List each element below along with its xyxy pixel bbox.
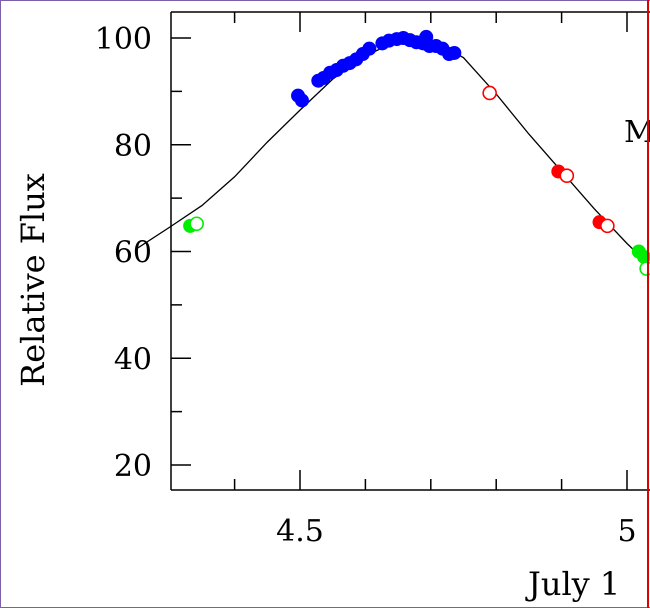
annotation-label: M	[624, 115, 650, 150]
data-point-open	[559, 168, 575, 184]
data-points-layer	[183, 29, 650, 276]
x-tick-label: 4.5	[276, 514, 324, 549]
y-tick-label: 100	[95, 22, 152, 57]
data-point-filled	[447, 45, 462, 60]
model-curve-layer	[136, 37, 648, 263]
y-tick-label: 80	[114, 129, 152, 164]
axes: 4.5 5 20 40 60 80 100	[95, 11, 650, 549]
model-curve	[136, 37, 648, 263]
y-tick-label: 60	[114, 236, 152, 271]
y-tick-label: 20	[114, 449, 152, 484]
data-point-open	[189, 216, 204, 232]
data-point-filled	[362, 41, 377, 56]
y-tick-label: 40	[114, 342, 152, 377]
data-point-filled	[294, 93, 309, 108]
data-point-open	[482, 85, 497, 101]
data-point-open	[600, 218, 615, 234]
y-axis-title: Relative Flux	[14, 173, 52, 387]
x-axis-title: July 1	[525, 565, 620, 603]
x-tick-label: 5	[617, 514, 636, 549]
